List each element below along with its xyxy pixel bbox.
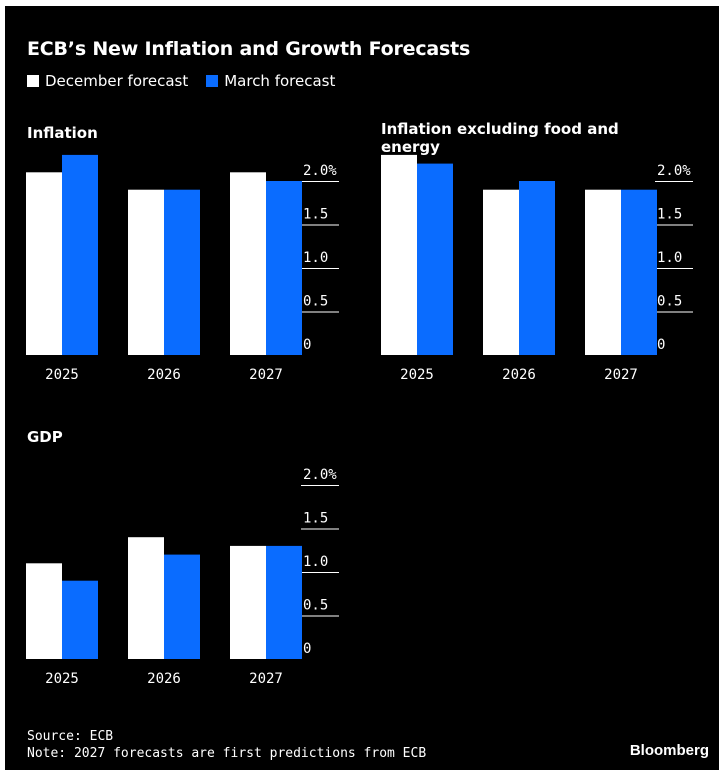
bar-1-2027-december	[585, 189, 621, 355]
y-tick-label-2-3: 1.5	[303, 511, 328, 527]
y-tick-label-1-0: 0	[657, 337, 665, 353]
y-tick-label-0-0: 0	[303, 337, 311, 353]
charts-svg: 0 0.5 1.0 1.5 2.0% 2025 2026 2027 0 0.5 1.0 1.5 2.0%…	[26, 154, 693, 687]
x-tick-label-0-2026: 2026	[147, 367, 181, 383]
y-tick-label-1-2: 1.0	[657, 250, 682, 266]
chart-title: ECB’s New Inflation and Growth Forecasts	[27, 38, 471, 60]
bar-1-2026-march	[519, 181, 555, 355]
x-tick-label-1-2027: 2027	[604, 367, 638, 383]
y-tick-label-2-0: 0	[303, 641, 311, 657]
x-tick-label-2-2025: 2025	[45, 671, 79, 687]
legend-swatch-december	[27, 75, 39, 87]
x-tick-label-0-2027: 2027	[249, 367, 283, 383]
panel-title-core-inflation: Inflation excluding food and energy	[381, 120, 619, 156]
x-tick-label-1-2026: 2026	[502, 367, 536, 383]
y-tick-label-1-3: 1.5	[657, 207, 682, 223]
y-tick-label-0-4: 2.0%	[303, 163, 337, 179]
bar-2-2026-march	[164, 554, 200, 659]
bar-0-2027-december	[230, 172, 266, 355]
legend-label-december: December forecast	[45, 72, 189, 90]
bar-1-2025-december	[381, 154, 417, 355]
bar-0-2025-december	[26, 172, 62, 355]
x-tick-label-2-2027: 2027	[249, 671, 283, 687]
panel-title-inflation: Inflation	[27, 124, 98, 142]
bar-2-2025-december	[26, 563, 62, 659]
bar-2-2027-december	[230, 545, 266, 659]
x-tick-label-0-2025: 2025	[45, 367, 79, 383]
chart-card: ECB’s New Inflation and Growth Forecasts…	[5, 6, 719, 770]
bar-2-2027-march	[266, 545, 302, 659]
x-tick-label-2-2026: 2026	[147, 671, 181, 687]
bar-1-2027-march	[621, 189, 657, 355]
y-tick-label-2-4: 2.0%	[303, 467, 337, 483]
y-tick-label-0-3: 1.5	[303, 207, 328, 223]
bar-0-2025-march	[62, 154, 98, 355]
bar-0-2026-december	[128, 189, 164, 355]
y-tick-label-1-4: 2.0%	[657, 163, 691, 179]
y-tick-label-0-2: 1.0	[303, 250, 328, 266]
legend-swatch-march	[206, 75, 219, 87]
y-tick-label-0-1: 0.5	[303, 294, 328, 310]
source-note: Source: ECB Note: 2027 forecasts are fir…	[27, 728, 426, 762]
legend-label-march: March forecast	[224, 72, 336, 90]
legend: December forecast March forecast	[27, 72, 335, 90]
bar-2-2025-march	[62, 580, 98, 659]
bar-2-2026-december	[128, 537, 164, 659]
y-tick-label-1-1: 0.5	[657, 294, 682, 310]
bar-0-2026-march	[164, 189, 200, 355]
bar-1-2026-december	[483, 189, 519, 355]
source-text: Source: ECB	[27, 729, 114, 744]
x-tick-label-1-2025: 2025	[400, 367, 434, 383]
panel-title-gdp: GDP	[27, 428, 63, 446]
bar-0-2027-march	[266, 181, 302, 355]
y-tick-label-2-1: 0.5	[303, 598, 328, 614]
bar-1-2025-march	[417, 163, 453, 355]
note-text: Note: 2027 forecasts are first predictio…	[27, 746, 427, 761]
bloomberg-logo: Bloomberg	[629, 742, 709, 759]
y-tick-label-2-2: 1.0	[303, 554, 328, 570]
